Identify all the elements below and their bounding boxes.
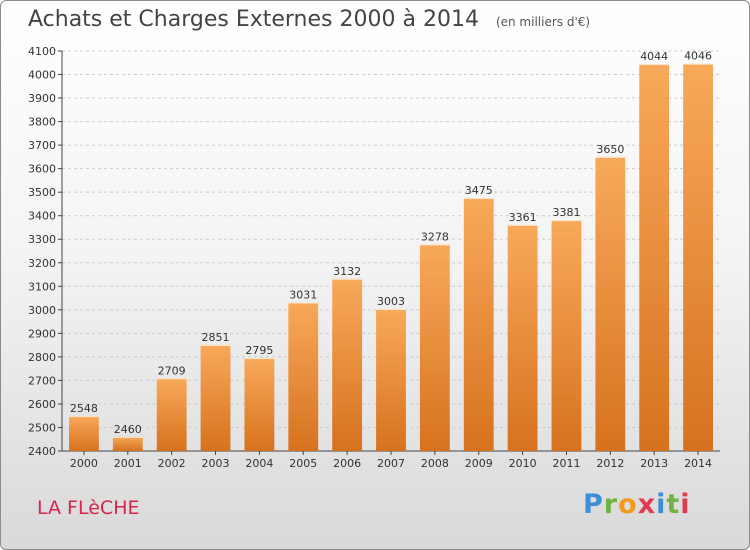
bar (595, 156, 626, 451)
bar-highlight (463, 198, 494, 200)
bar-highlight (69, 416, 99, 418)
bar (288, 302, 319, 451)
y-tick-label: 3000 (28, 304, 56, 317)
x-tick-label: 2012 (596, 457, 624, 470)
logo-letter: i (680, 489, 691, 520)
y-tick-label: 2700 (28, 374, 56, 387)
bar-highlight (332, 278, 363, 280)
y-tick-label: 2500 (28, 421, 56, 434)
bar-value-label: 3003 (377, 295, 405, 308)
bar (419, 244, 450, 451)
x-tick-label: 2002 (158, 457, 186, 470)
bar-highlight (112, 436, 143, 438)
bar (156, 378, 187, 451)
bar (376, 309, 406, 451)
y-tick-label: 3600 (28, 163, 56, 176)
y-tick-label: 3400 (28, 210, 56, 223)
logo-letter: r (603, 489, 619, 520)
bar-value-label: 3278 (421, 230, 449, 243)
x-tick-label: 2005 (289, 457, 317, 470)
y-tick-label: 3100 (28, 280, 56, 293)
bar-highlight (288, 302, 319, 304)
y-tick-label: 2400 (28, 445, 56, 458)
x-tick-label: 2013 (640, 457, 668, 470)
bar (683, 63, 713, 452)
bar-highlight (551, 220, 582, 222)
bar-value-label: 2851 (202, 331, 230, 344)
y-tick-label: 4000 (28, 69, 56, 82)
x-tick-label: 2011 (552, 457, 580, 470)
bar-value-label: 4046 (684, 50, 712, 63)
bar (112, 436, 143, 451)
bar (507, 224, 538, 451)
logo-letter: i (656, 489, 667, 520)
x-tick-label: 2006 (333, 457, 361, 470)
chart-title-text: Achats et Charges Externes 2000 à 2014 (28, 7, 479, 32)
bar-highlight (419, 244, 450, 246)
bar (244, 358, 275, 451)
bar-highlight (595, 156, 626, 158)
x-tick-label: 2010 (509, 457, 537, 470)
bar-value-label: 4044 (640, 50, 668, 63)
y-tick-label: 2900 (28, 327, 56, 340)
proxiti-logo: Proxiti (583, 489, 691, 520)
logo-letter: t (666, 489, 681, 520)
bar-value-label: 3132 (333, 265, 361, 278)
x-tick-label: 2000 (70, 457, 98, 470)
y-tick-label: 4100 (28, 45, 56, 58)
bar (463, 198, 494, 451)
bar-highlight (200, 344, 231, 346)
bar-value-label: 3381 (552, 206, 580, 219)
x-tick-label: 2009 (465, 457, 493, 470)
bar (69, 416, 99, 451)
y-tick-label: 3200 (28, 257, 56, 270)
bar-highlight (639, 64, 670, 66)
bar-value-label: 2460 (114, 423, 142, 436)
x-tick-label: 2007 (377, 457, 405, 470)
y-tick-label: 3900 (28, 92, 56, 105)
commune-name: LA FLèCHE (37, 497, 140, 519)
bar (332, 278, 363, 451)
y-tick-label: 2600 (28, 398, 56, 411)
bar-value-label: 2795 (245, 344, 273, 357)
bar-value-label: 3650 (596, 143, 624, 156)
y-tick-label: 3300 (28, 233, 56, 246)
x-tick-label: 2001 (114, 457, 142, 470)
bar-value-label: 2548 (70, 402, 98, 415)
y-tick-label: 3700 (28, 139, 56, 152)
logo-letter: x (637, 489, 657, 520)
bar-highlight (507, 224, 538, 226)
bar-highlight (244, 358, 275, 360)
bar-value-label: 3475 (465, 184, 493, 197)
x-tick-label: 2004 (245, 457, 273, 470)
y-tick-label: 2800 (28, 351, 56, 364)
y-tick-label: 3500 (28, 186, 56, 199)
bar-highlight (156, 378, 187, 380)
bar-highlight (683, 63, 713, 65)
y-tick-label: 3800 (28, 116, 56, 129)
chart-unit: (en milliers d'€) (495, 15, 591, 29)
logo-letter: o (618, 489, 638, 520)
bar-value-label: 2709 (158, 364, 186, 377)
bar-value-label: 3031 (289, 289, 317, 302)
bar-value-label: 3361 (509, 211, 537, 224)
bar (200, 344, 231, 451)
bar-highlight (376, 309, 406, 311)
x-tick-label: 2003 (202, 457, 230, 470)
bar (639, 64, 670, 452)
chart-title: Achats et Charges Externes 2000 à 2014 (… (28, 7, 590, 32)
x-tick-label: 2008 (421, 457, 449, 470)
bar (551, 220, 582, 451)
logo-letter: P (583, 489, 604, 520)
x-tick-label: 2014 (684, 457, 712, 470)
